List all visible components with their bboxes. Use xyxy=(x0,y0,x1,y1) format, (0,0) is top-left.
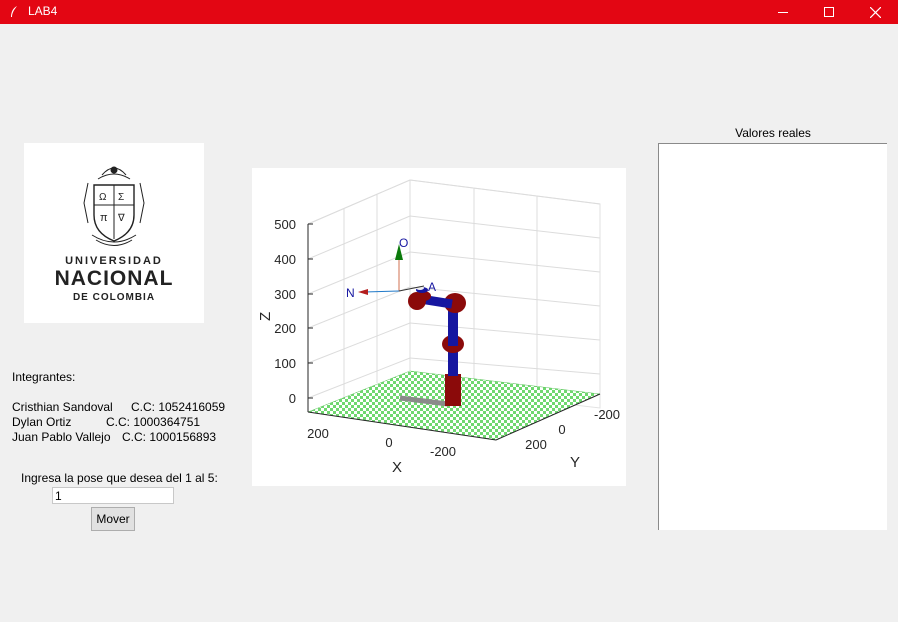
member-row: Juan Pablo Vallejo C.C: 1000156893 xyxy=(12,430,216,444)
y-tick: 0 xyxy=(558,422,565,437)
tool-frame: O N A xyxy=(346,236,436,300)
member-row: Cristhian Sandoval C.C: 1052416059 xyxy=(12,400,225,414)
member-row: Dylan Ortiz C.C: 1000364751 xyxy=(12,415,200,429)
robot-plot[interactable]: 500 400 300 200 100 0 200 0 -200 -200 0 … xyxy=(252,168,626,486)
z-tick: 500 xyxy=(274,217,296,232)
member-cc: C.C: 1000364751 xyxy=(106,415,201,429)
x-tick: 0 xyxy=(385,435,392,450)
pose-input[interactable] xyxy=(52,487,174,504)
university-logo: Ω Σ π ∇ UNIVERSIDAD NACIONAL DE COLOMBIA xyxy=(24,143,204,323)
title-bar: LAB4 xyxy=(0,0,898,24)
member-name: Dylan Ortiz xyxy=(12,415,72,429)
maximize-icon xyxy=(824,7,834,17)
coat-of-arms-icon: Ω Σ π ∇ xyxy=(83,166,145,246)
z-axis-label: Z xyxy=(257,312,274,321)
logo-line-2: NACIONAL xyxy=(54,267,174,290)
minimize-button[interactable] xyxy=(760,0,806,24)
values-panel-title: Valores reales xyxy=(735,126,811,140)
svg-text:π: π xyxy=(100,212,108,224)
frame-label-o: O xyxy=(399,236,408,250)
x-tick: -200 xyxy=(430,444,456,459)
z-tick: 400 xyxy=(274,252,296,267)
maximize-button[interactable] xyxy=(806,0,852,24)
window-title: LAB4 xyxy=(28,4,58,18)
plot-axes xyxy=(307,223,601,441)
close-button[interactable] xyxy=(852,0,898,24)
logo-line-1: UNIVERSIDAD xyxy=(65,255,163,267)
move-button[interactable]: Mover xyxy=(91,507,135,531)
z-tick: 200 xyxy=(274,321,296,336)
feather-icon xyxy=(11,6,17,17)
y-axis-label: Y xyxy=(570,454,580,471)
member-name: Juan Pablo Vallejo xyxy=(12,430,111,444)
member-name: Cristhian Sandoval xyxy=(12,400,113,414)
robot-arm xyxy=(399,286,466,407)
robot-plot-canvas: 500 400 300 200 100 0 200 0 -200 -200 0 … xyxy=(257,179,620,476)
frame-label-n: N xyxy=(346,286,355,300)
y-tick: 200 xyxy=(525,437,547,452)
frame-label-a: A xyxy=(428,280,436,294)
values-panel[interactable] xyxy=(658,143,887,530)
z-tick: 0 xyxy=(289,391,296,406)
close-icon xyxy=(869,6,881,18)
z-tick: 100 xyxy=(274,356,296,371)
svg-text:Σ: Σ xyxy=(118,192,124,203)
logo-line-3: DE COLOMBIA xyxy=(72,292,156,303)
members-title: Integrantes: xyxy=(12,370,76,384)
x-axis-label: X xyxy=(392,459,402,476)
svg-text:∇: ∇ xyxy=(117,213,125,224)
minimize-icon xyxy=(778,12,788,13)
member-cc: C.C: 1052416059 xyxy=(131,400,226,414)
pose-prompt: Ingresa la pose que desea del 1 al 5: xyxy=(21,471,218,485)
member-cc: C.C: 1000156893 xyxy=(122,430,217,444)
y-tick: -200 xyxy=(594,407,620,422)
grid-lines xyxy=(307,179,601,413)
z-tick: 300 xyxy=(274,287,296,302)
svg-text:Ω: Ω xyxy=(99,192,107,203)
x-tick: 200 xyxy=(307,426,329,441)
